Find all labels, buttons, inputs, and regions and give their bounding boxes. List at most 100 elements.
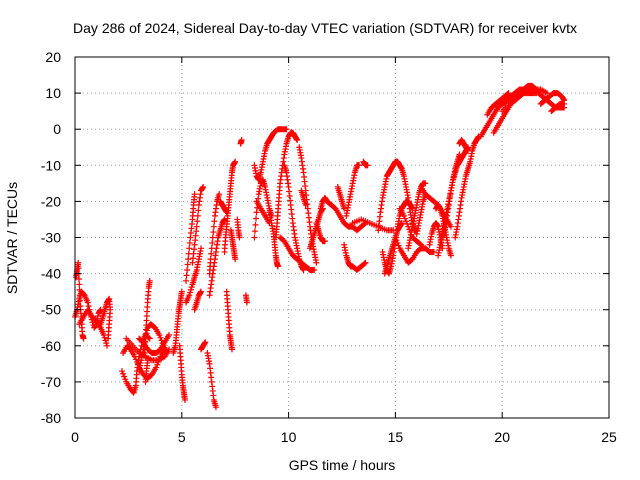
data-point [283,126,290,133]
data-point [294,137,301,144]
data-point [146,277,153,284]
data-point [504,91,511,98]
data-point [311,266,318,273]
data-point [561,100,568,107]
y-tick-label: 0 [53,121,61,137]
data-point [361,220,368,227]
data-point [395,242,402,249]
data-point [209,239,216,246]
data-point [105,335,112,342]
data-point [341,205,348,212]
data-points-layer [72,82,568,411]
data-point [101,334,108,341]
data-point [208,245,215,252]
data-point [404,220,411,227]
data-point [228,346,235,353]
data-point [187,286,194,293]
data-point [76,292,83,299]
data-point [178,288,185,295]
data-point [232,158,239,165]
data-point [153,364,160,371]
data-point [208,250,215,257]
y-tick-label: 10 [45,85,61,101]
data-point [364,162,371,169]
data-point [185,256,192,263]
data-point [403,218,410,225]
data-point [393,237,400,244]
data-point [76,286,83,293]
data-point [184,266,191,273]
data-point [398,220,405,227]
data-point [195,207,202,214]
tick-label-layer: 0 5 10 15 20 25 -80 -70 -60 -50 -40 -30 -20 -10 0 10 20 [41,49,617,445]
data-point [157,334,164,341]
data-point [392,234,399,241]
data-point [85,303,92,310]
data-point [80,335,87,342]
data-point [121,373,128,380]
x-tick-label: 5 [178,429,186,445]
data-point [465,147,472,154]
data-point [544,90,551,97]
data-point [252,221,259,228]
data-point [422,180,429,187]
y-tick-label: -40 [41,266,61,282]
data-point [274,263,281,270]
data-point [202,339,209,346]
x-tick-label: 20 [494,429,510,445]
data-point [182,396,189,403]
data-point [194,212,201,219]
data-point [118,368,125,375]
data-point [75,265,82,272]
data-point [232,256,239,263]
data-point [165,331,172,338]
data-point [77,297,84,304]
x-tick-label: 15 [388,429,404,445]
data-point [163,350,170,357]
data-point [207,256,214,263]
data-point [394,239,401,246]
data-point [321,238,328,245]
data-point [418,241,425,248]
data-point [362,259,369,266]
data-point [122,376,129,383]
data-point [200,183,207,190]
data-point [216,191,223,198]
y-tick-label: -30 [41,230,61,246]
data-point [120,370,127,377]
data-point [198,245,205,252]
data-point [186,292,193,299]
data-point [243,299,250,306]
data-point [133,359,140,366]
data-point [186,245,193,252]
y-axis-title: SDTVAR / TECUs [4,182,20,294]
data-point [236,234,243,241]
x-tick-label: 25 [601,429,617,445]
data-point [447,223,454,230]
y-tick-label: -80 [41,410,61,426]
data-point [198,288,205,295]
y-tick-label: 20 [45,49,61,65]
data-point [186,239,193,246]
ticks-layer [74,56,610,419]
data-point [187,289,194,296]
data-point [184,261,191,268]
data-point [211,218,218,225]
y-tick-label: -20 [41,193,61,209]
x-tick-label: 0 [71,429,79,445]
data-point [104,342,111,349]
data-point [313,259,320,266]
data-point [131,353,138,360]
y-tick-label: -10 [41,157,61,173]
data-point [447,252,454,259]
data-point [193,223,200,230]
data-point [402,215,409,222]
x-axis-title: GPS time / hours [289,457,396,473]
data-point [439,245,446,252]
data-point [210,223,217,230]
data-point [75,259,82,266]
data-point [251,234,258,241]
chart-title: Day 286 of 2024, Sidereal Day-to-day VTE… [73,20,577,36]
y-tick-label: -60 [41,338,61,354]
